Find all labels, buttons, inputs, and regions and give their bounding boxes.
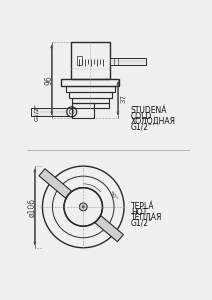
Bar <box>66 86 115 92</box>
Text: G1/2": G1/2" <box>131 219 152 228</box>
Bar <box>72 98 109 103</box>
Text: ТЁПЛАЯ: ТЁПЛАЯ <box>131 213 162 222</box>
Bar <box>110 58 146 65</box>
Text: ø106: ø106 <box>27 197 36 217</box>
Circle shape <box>79 203 87 211</box>
Text: TEPLÁ: TEPLÁ <box>131 202 155 211</box>
Text: HOT: HOT <box>131 208 147 217</box>
Text: G1/2": G1/2" <box>34 103 39 121</box>
Text: ХОЛОДНАЯ: ХОЛОДНАЯ <box>131 117 176 126</box>
Text: STUDENÁ: STUDENÁ <box>131 106 167 115</box>
Bar <box>72 103 109 108</box>
Circle shape <box>82 206 84 208</box>
Bar <box>31 108 72 116</box>
Bar <box>61 79 119 86</box>
Bar <box>77 56 82 65</box>
Text: 50°: 50° <box>108 190 119 202</box>
Text: 96: 96 <box>44 75 53 85</box>
Circle shape <box>82 206 84 208</box>
Text: COLD: COLD <box>131 112 152 121</box>
Bar <box>71 42 110 79</box>
Bar <box>69 92 112 98</box>
Circle shape <box>79 203 87 211</box>
Bar <box>72 103 94 118</box>
Text: G1/2": G1/2" <box>131 122 152 131</box>
Polygon shape <box>95 216 123 242</box>
Polygon shape <box>39 169 71 198</box>
Text: 37: 37 <box>120 94 126 103</box>
